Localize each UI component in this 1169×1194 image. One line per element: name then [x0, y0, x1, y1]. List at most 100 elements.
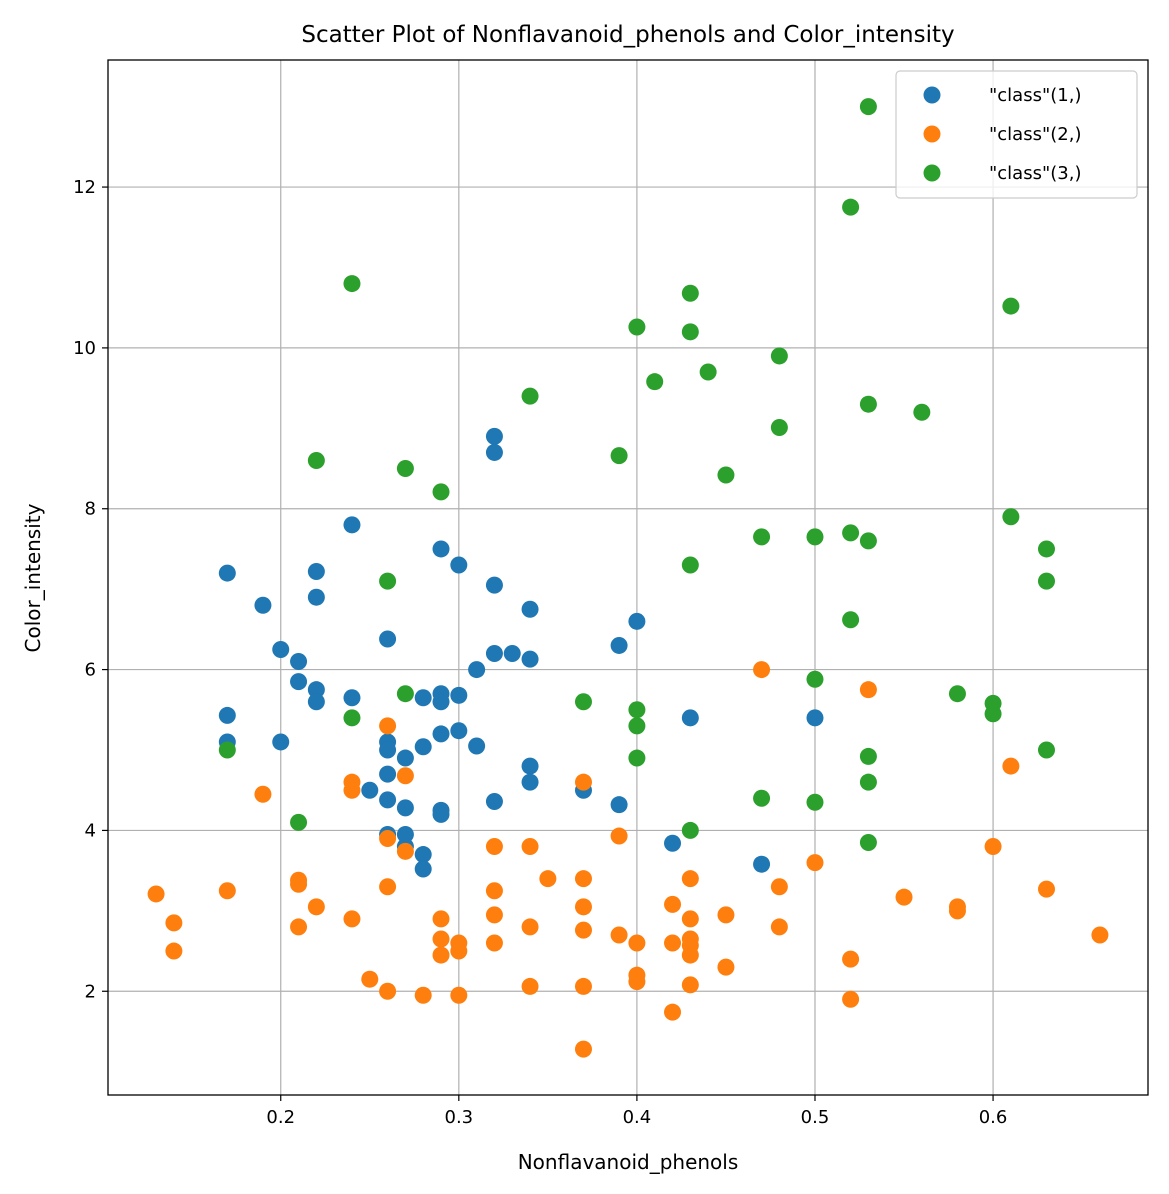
scatter-point-series-2	[379, 878, 397, 896]
scatter-point-series-1	[485, 443, 503, 461]
scatter-point-series-2	[842, 990, 860, 1008]
scatter-point-series-2	[521, 977, 539, 995]
scatter-point-series-2	[1037, 880, 1055, 898]
scatter-point-series-3	[859, 532, 877, 550]
scatter-point-series-3	[1002, 297, 1020, 315]
scatter-point-series-2	[610, 827, 628, 845]
scatter-point-series-1	[307, 588, 325, 606]
scatter-point-series-2	[218, 882, 236, 900]
y-tick-label: 10	[73, 338, 96, 359]
scatter-point-series-2	[574, 870, 592, 888]
scatter-point-series-1	[272, 640, 290, 658]
scatter-point-series-3	[379, 572, 397, 590]
scatter-point-series-1	[218, 706, 236, 724]
scatter-point-series-2	[628, 973, 646, 991]
scatter-point-series-2	[895, 888, 913, 906]
y-tick-label: 2	[85, 981, 96, 1002]
legend-marker	[923, 86, 941, 104]
scatter-point-series-3	[717, 466, 735, 484]
scatter-point-series-3	[432, 483, 450, 501]
scatter-point-series-2	[290, 918, 308, 936]
scatter-point-series-3	[806, 793, 824, 811]
scatter-point-series-3	[806, 670, 824, 688]
scatter-point-series-3	[681, 556, 699, 574]
scatter-point-series-1	[485, 792, 503, 810]
scatter-point-series-1	[254, 596, 272, 614]
scatter-point-series-2	[521, 918, 539, 936]
scatter-point-series-2	[610, 926, 628, 944]
scatter-point-series-2	[681, 946, 699, 964]
legend: "class"(1,) "class"(2,) "class"(3,)	[895, 70, 1138, 199]
y-tick-label: 12	[73, 177, 96, 198]
scatter-point-series-1	[664, 834, 682, 852]
scatter-point-series-3	[628, 749, 646, 767]
scatter-point-series-1	[307, 681, 325, 699]
scatter-point-series-1	[361, 781, 379, 799]
scatter-point-series-3	[628, 717, 646, 735]
scatter-point-series-2	[165, 942, 183, 960]
scatter-point-series-3	[681, 284, 699, 302]
scatter-point-series-1	[468, 737, 486, 755]
scatter-point-series-1	[414, 860, 432, 878]
plot-frame	[107, 59, 1149, 1096]
scatter-point-series-2	[432, 910, 450, 928]
scatter-point-series-2	[770, 878, 788, 896]
scatter-point-series-3	[628, 701, 646, 719]
scatter-point-series-1	[681, 709, 699, 727]
scatter-point-series-2	[396, 842, 414, 860]
chart-title: Scatter Plot of Nonflavanoid_phenols and…	[301, 22, 954, 48]
scatter-point-series-1	[610, 796, 628, 814]
scatter-point-series-3	[1037, 540, 1055, 558]
scatter-point-series-3	[984, 705, 1002, 723]
scatter-point-series-3	[396, 460, 414, 478]
scatter-point-series-1	[218, 564, 236, 582]
y-axis-title: Color_intensity	[21, 503, 45, 652]
scatter-point-series-2	[343, 910, 361, 928]
scatter-point-series-2	[806, 854, 824, 872]
scatter-point-series-3	[646, 373, 664, 391]
scatter-point-series-3	[859, 833, 877, 851]
scatter-point-series-1	[753, 855, 771, 873]
scatter-point-series-1	[396, 799, 414, 817]
scatter-point-series-2	[984, 838, 1002, 856]
scatter-point-series-2	[414, 986, 432, 1004]
scatter-point-series-2	[254, 785, 272, 803]
scatter-point-series-2	[681, 976, 699, 994]
scatter-point-series-1	[485, 644, 503, 662]
scatter-point-series-3	[842, 198, 860, 216]
scatter-point-series-2	[379, 829, 397, 847]
scatter-point-series-1	[272, 733, 290, 751]
scatter-point-series-2	[574, 977, 592, 995]
scatter-point-series-1	[290, 673, 308, 691]
scatter-point-series-1	[432, 540, 450, 558]
scatter-point-series-2	[664, 934, 682, 952]
data-points	[147, 98, 1109, 1058]
scatter-point-series-3	[681, 821, 699, 839]
scatter-point-series-3	[859, 773, 877, 791]
x-tick-label: 0.5	[801, 1107, 830, 1128]
scatter-point-series-3	[1002, 508, 1020, 526]
scatter-point-series-1	[343, 689, 361, 707]
scatter-point-series-3	[806, 528, 824, 546]
scatter-point-series-1	[628, 612, 646, 630]
scatter-point-series-2	[842, 950, 860, 968]
scatter-point-series-3	[307, 451, 325, 469]
scatter-point-series-1	[521, 773, 539, 791]
scatter-point-series-1	[450, 686, 468, 704]
scatter-point-series-3	[290, 813, 308, 831]
scatter-point-series-2	[753, 661, 771, 679]
scatter-point-series-3	[948, 685, 966, 703]
scatter-point-series-3	[699, 363, 717, 381]
scatter-point-series-1	[379, 741, 397, 759]
scatter-point-series-1	[290, 653, 308, 671]
scatter-point-series-2	[485, 882, 503, 900]
scatter-point-series-2	[165, 914, 183, 932]
legend-marker	[923, 164, 941, 182]
scatter-point-series-3	[770, 347, 788, 365]
scatter-point-series-2	[396, 767, 414, 785]
legend-label: "class"(1,)	[989, 85, 1081, 106]
scatter-point-series-2	[1002, 757, 1020, 775]
scatter-point-series-3	[681, 323, 699, 341]
